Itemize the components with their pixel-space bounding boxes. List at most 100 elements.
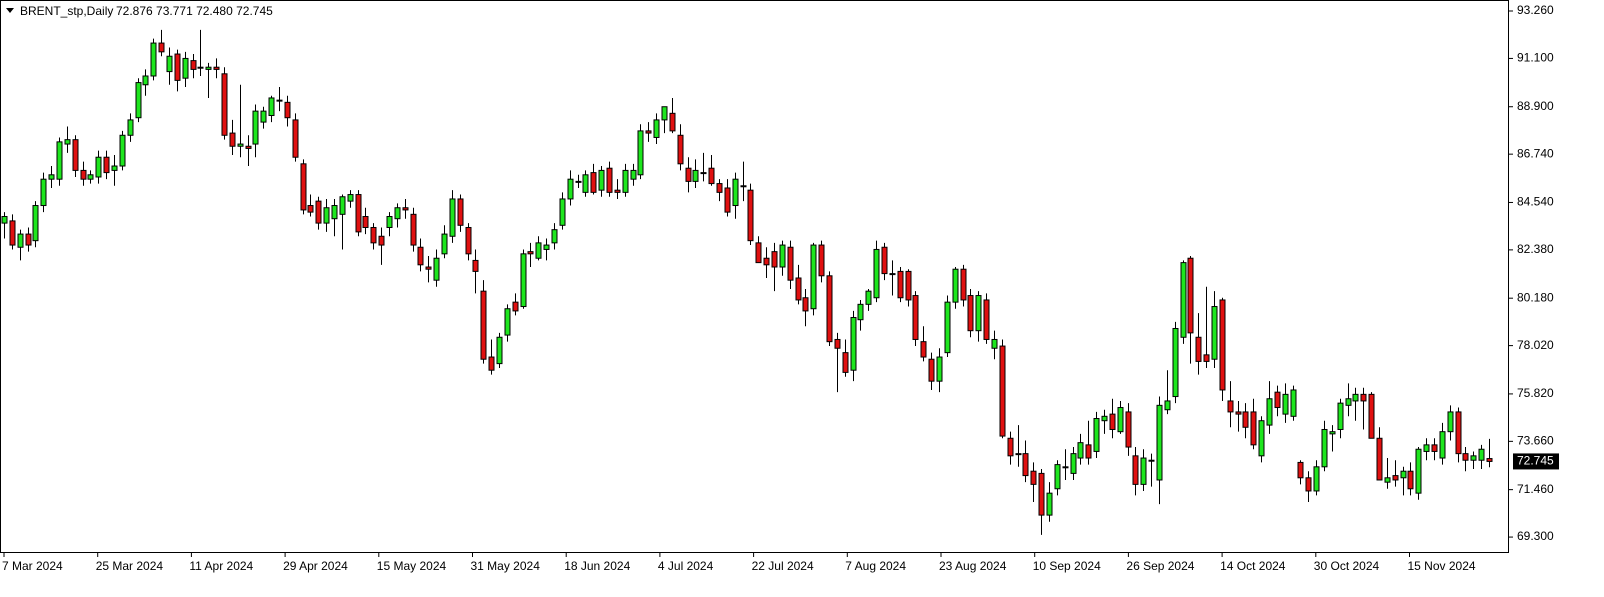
bullish-body: [87, 174, 94, 180]
bullish-body: [944, 301, 951, 354]
bearish-body: [960, 268, 967, 301]
bullish-body: [1384, 477, 1391, 483]
bullish-body: [496, 336, 503, 365]
bullish-body: [873, 248, 880, 299]
bullish-body: [1, 216, 8, 224]
bullish-body: [1415, 448, 1422, 494]
bullish-body: [692, 169, 699, 182]
bullish-body: [637, 130, 644, 176]
bearish-body: [472, 259, 479, 272]
bearish-body: [614, 189, 621, 193]
bearish-body: [912, 295, 919, 340]
bullish-body: [857, 303, 864, 321]
bullish-body: [575, 180, 582, 183]
bearish-body: [787, 246, 794, 281]
bearish-body: [685, 167, 692, 182]
bearish-body: [747, 189, 754, 242]
bearish-body: [1038, 472, 1045, 516]
y-tick-label: 86.740: [1517, 146, 1554, 160]
x-tick-label: 15 May 2024: [377, 559, 447, 573]
x-tick-label: 23 Aug 2024: [939, 559, 1007, 573]
bullish-body: [1117, 407, 1124, 433]
bearish-body: [527, 251, 534, 255]
bearish-body: [1227, 400, 1234, 413]
x-tick-label: 25 Mar 2024: [96, 559, 164, 573]
bearish-body: [1274, 391, 1281, 409]
price-marker: [1513, 453, 1559, 470]
bullish-body: [394, 207, 401, 220]
x-tick-label: 18 Jun 2024: [564, 559, 630, 573]
bullish-body: [347, 194, 354, 202]
bearish-body: [763, 257, 770, 266]
bullish-body: [936, 356, 943, 382]
bullish-body: [1070, 453, 1077, 474]
x-tick-label: 7 Aug 2024: [845, 559, 906, 573]
bearish-body: [1132, 455, 1139, 485]
x-tick-label: 22 Jul 2024: [752, 559, 814, 573]
bullish-body: [252, 110, 259, 145]
x-tick-label: 30 Oct 2024: [1314, 559, 1380, 573]
bearish-body: [221, 73, 228, 136]
bearish-body: [1109, 413, 1116, 430]
bearish-body: [213, 66, 220, 70]
bearish-body: [1219, 299, 1226, 391]
bullish-body: [779, 244, 786, 268]
bearish-body: [284, 101, 291, 119]
bullish-body: [1313, 466, 1320, 492]
bearish-body: [1376, 437, 1383, 481]
bearish-body: [983, 299, 990, 340]
bearish-body: [716, 183, 723, 193]
bearish-body: [1305, 477, 1312, 492]
bullish-body: [1172, 327, 1179, 398]
bearish-body: [645, 130, 652, 134]
bullish-body: [520, 253, 527, 308]
bearish-body: [1125, 411, 1132, 448]
bullish-body: [95, 156, 102, 178]
bearish-body: [1455, 411, 1462, 455]
x-tick-label: 4 Jul 2024: [658, 559, 714, 573]
bullish-body: [991, 338, 998, 349]
bullish-body: [1423, 444, 1430, 452]
bullish-body: [1140, 457, 1147, 485]
bullish-body: [268, 97, 275, 117]
x-tick-label: 14 Oct 2024: [1220, 559, 1286, 573]
x-tick-label: 15 Nov 2024: [1408, 559, 1476, 573]
bearish-body: [174, 53, 181, 81]
bearish-body: [802, 297, 809, 312]
bullish-body: [64, 139, 71, 145]
bearish-body: [292, 119, 299, 158]
header-prices: 72.876 73.771 72.480 72.745: [116, 4, 273, 18]
bullish-body: [653, 119, 660, 138]
bearish-body: [465, 226, 472, 255]
y-tick-label: 93.260: [1517, 3, 1554, 17]
bullish-body: [952, 268, 959, 303]
bearish-body: [881, 246, 888, 275]
bullish-body: [1062, 466, 1069, 469]
symbol-title: BRENT_stp,Daily: [20, 4, 113, 18]
bullish-body: [197, 66, 204, 69]
bullish-body: [810, 244, 817, 310]
bullish-body: [56, 141, 63, 180]
bullish-body: [449, 198, 456, 237]
bearish-body: [1203, 354, 1210, 362]
bullish-body: [260, 110, 267, 123]
bullish-body: [630, 169, 637, 180]
bullish-body: [1054, 464, 1061, 490]
bullish-body: [182, 57, 189, 79]
bullish-body: [1180, 262, 1187, 338]
y-tick-label: 91.100: [1517, 51, 1554, 65]
bearish-body: [590, 172, 597, 193]
bearish-body: [72, 139, 79, 171]
bullish-body: [535, 242, 542, 259]
plot-frame: [0, 0, 1509, 553]
bearish-body: [1431, 444, 1438, 452]
bullish-body: [1266, 398, 1273, 426]
bearish-body: [1297, 461, 1304, 479]
bearish-body: [158, 42, 165, 53]
bullish-body: [1282, 393, 1289, 415]
bullish-body: [1164, 400, 1171, 411]
bearish-body: [402, 207, 409, 211]
bearish-body: [362, 216, 369, 228]
